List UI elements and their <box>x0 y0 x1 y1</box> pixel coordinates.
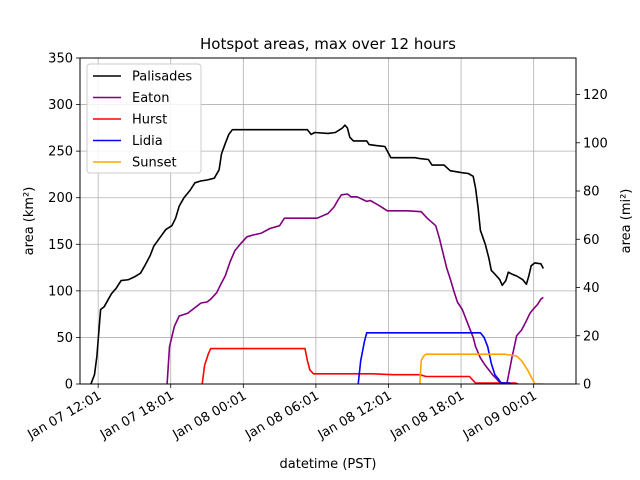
legend-label-hurst: Hurst <box>132 113 167 128</box>
y-tick-label-left: 100 <box>48 284 73 299</box>
y-tick-label-right: 80 <box>583 185 600 200</box>
y-tick-label-left: 350 <box>48 52 73 67</box>
legend: Palisades Eaton Hurst Lidia Sunset <box>86 63 202 174</box>
series-line-hurst <box>201 347 519 384</box>
legend-label-palisades: Palisades <box>132 70 192 85</box>
y-tick-label-right: 40 <box>583 281 600 296</box>
y-tick-label-left: 250 <box>48 145 73 160</box>
x-tick-label: Jan 08 18:01 <box>387 388 467 443</box>
y-tick-label-left: 50 <box>56 331 73 346</box>
x-axis-title: datetime (PST) <box>280 457 377 472</box>
legend-label-eaton: Eaton <box>132 91 169 106</box>
series-line-eaton <box>166 193 544 384</box>
x-tick-label: Jan 07 18:01 <box>97 388 177 443</box>
x-tick-label: Jan 08 06:01 <box>242 388 322 443</box>
chart-title: Hotspot areas, max over 12 hours <box>200 35 456 53</box>
series-line-palisades <box>90 124 545 384</box>
y-tick-label-left: 300 <box>48 98 73 113</box>
plot-frame <box>79 57 577 385</box>
y-axis-title-right: area (mi²) <box>619 189 634 254</box>
y-tick-label-left: 200 <box>48 191 73 206</box>
legend-items: Palisades Eaton Hurst Lidia Sunset <box>93 70 192 171</box>
x-tick-label: Jan 09 00:01 <box>460 388 540 443</box>
y-tick-label-left: 0 <box>65 378 73 393</box>
y-axis-title-left: area (km²) <box>22 187 37 256</box>
y-tick-label-right: 0 <box>583 378 591 393</box>
y-tick-label-left: 150 <box>48 238 73 253</box>
y-tick-label-right: 120 <box>583 88 608 103</box>
x-tick-label: Jan 08 00:01 <box>170 388 250 443</box>
legend-label-sunset: Sunset <box>132 156 177 171</box>
series-layer <box>90 124 545 384</box>
legend-label-lidia: Lidia <box>132 134 163 149</box>
legend-box <box>86 63 202 174</box>
x-tick-label: Jan 08 12:01 <box>315 388 395 443</box>
series-line-sunset <box>419 353 544 384</box>
series-line-lidia <box>357 332 513 384</box>
x-tick-label: Jan 07 12:01 <box>24 388 104 443</box>
y-tick-label-right: 60 <box>583 233 600 248</box>
y-tick-label-right: 100 <box>583 136 608 151</box>
y-tick-label-right: 20 <box>583 329 600 344</box>
grid-layer <box>80 57 576 385</box>
